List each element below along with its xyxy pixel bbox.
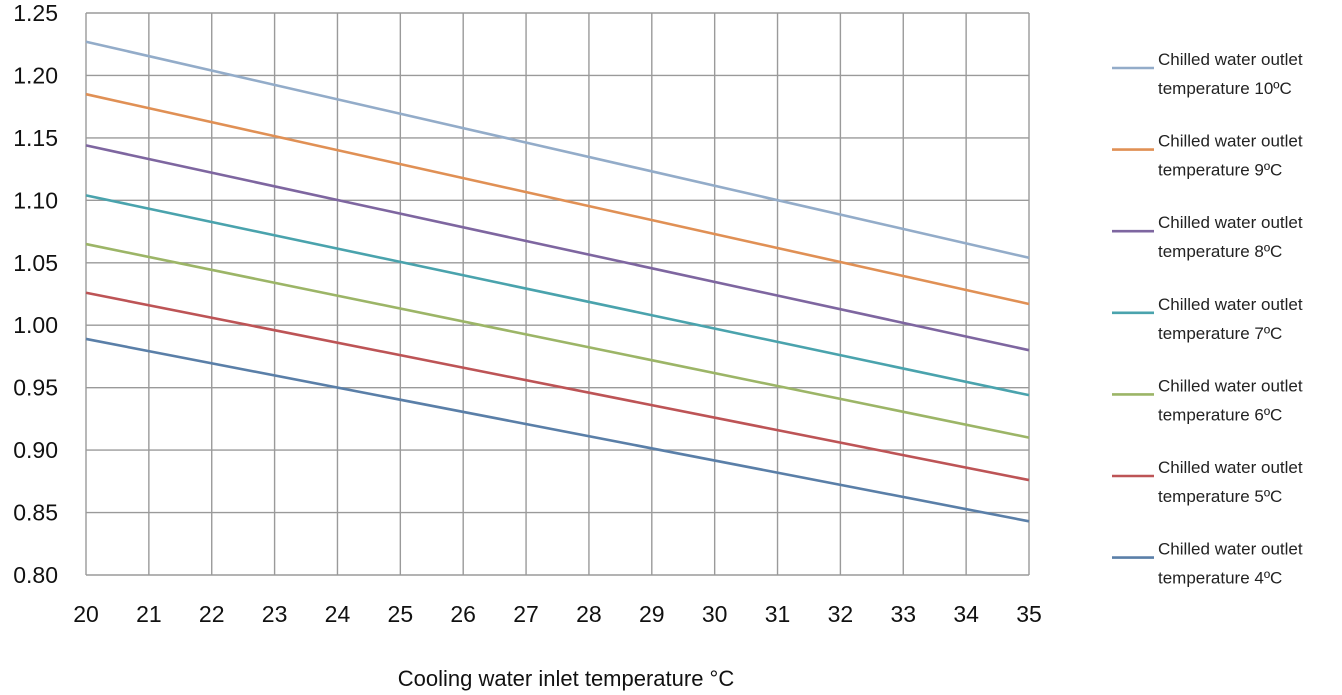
legend-label-line1: Chilled water outlet (1158, 376, 1303, 395)
legend-label-line1: Chilled water outlet (1158, 295, 1303, 314)
x-tick-label: 35 (1016, 601, 1042, 627)
legend-item: Chilled water outlet temperature 10ºC (1112, 50, 1303, 98)
legend-item: Chilled water outlet temperature 5ºC (1112, 458, 1303, 506)
legend-item: Chilled water outlet temperature 9ºC (1112, 132, 1303, 180)
x-tick-label: 24 (325, 601, 351, 627)
x-tick-label: 34 (953, 601, 979, 627)
y-tick-label: 0.95 (13, 375, 58, 401)
legend-label-line2: temperature 9ºC (1158, 161, 1282, 180)
legend-label-line1: Chilled water outlet (1158, 213, 1303, 232)
x-tick-label: 32 (828, 601, 854, 627)
x-tick-label: 23 (262, 601, 288, 627)
x-tick-label: 28 (576, 601, 602, 627)
legend-label-line1: Chilled water outlet (1158, 458, 1303, 477)
grid (85, 12, 1030, 576)
x-tick-label: 26 (450, 601, 476, 627)
legend-label-line2: temperature 5ºC (1158, 487, 1282, 506)
y-tick-label: 1.25 (13, 0, 58, 26)
series-line (85, 92, 1030, 306)
y-tick-label: 1.05 (13, 250, 58, 276)
legend-label-line2: temperature 7ºC (1158, 324, 1282, 343)
series-lines (85, 40, 1030, 523)
y-tick-label: 1.10 (13, 187, 58, 213)
x-tick-labels: 20 21 22 23 24 25 26 27 28 29 30 31 32 33 34 35 (73, 601, 1042, 627)
series-line (85, 144, 1030, 352)
series-line (85, 291, 1030, 482)
x-tick-label: 22 (199, 601, 225, 627)
legend-item: Chilled water outlet temperature 6ºC (1112, 376, 1303, 424)
legend-label-line1: Chilled water outlet (1158, 50, 1303, 69)
x-tick-label: 30 (702, 601, 728, 627)
legend-label-line2: temperature 10ºC (1158, 79, 1292, 98)
y-tick-label: 1.00 (13, 312, 58, 338)
legend-label-line2: temperature 8ºC (1158, 242, 1282, 261)
x-tick-label: 29 (639, 601, 665, 627)
y-tick-label: 1.20 (13, 62, 58, 88)
x-axis-title: Cooling water inlet temperature °C (398, 666, 735, 691)
x-tick-label: 25 (388, 601, 414, 627)
legend-label-line2: temperature 6ºC (1158, 405, 1282, 424)
legend-label-line2: temperature 4ºC (1158, 569, 1282, 588)
x-tick-label: 21 (136, 601, 162, 627)
y-tick-labels: 0.80 0.85 0.90 0.95 1.00 1.05 1.10 1.15 1.20 1.25 (13, 0, 58, 588)
series-line (85, 40, 1030, 260)
x-tick-label: 33 (890, 601, 916, 627)
series-line (85, 242, 1030, 439)
y-tick-label: 0.85 (13, 500, 58, 526)
y-tick-label: 0.90 (13, 437, 58, 463)
legend-label-line1: Chilled water outlet (1158, 540, 1303, 559)
legend-item: Chilled water outlet temperature 7ºC (1112, 295, 1303, 343)
x-tick-label: 31 (765, 601, 791, 627)
series-line (85, 337, 1030, 523)
legend-label-line1: Chilled water outlet (1158, 132, 1303, 151)
y-tick-label: 1.15 (13, 125, 58, 151)
legend-item: Chilled water outlet temperature 4ºC (1112, 540, 1303, 588)
legend-item: Chilled water outlet temperature 8ºC (1112, 213, 1303, 261)
series-line (85, 194, 1030, 397)
x-tick-label: 20 (73, 601, 99, 627)
x-tick-label: 27 (513, 601, 539, 627)
y-tick-label: 0.80 (13, 562, 58, 588)
